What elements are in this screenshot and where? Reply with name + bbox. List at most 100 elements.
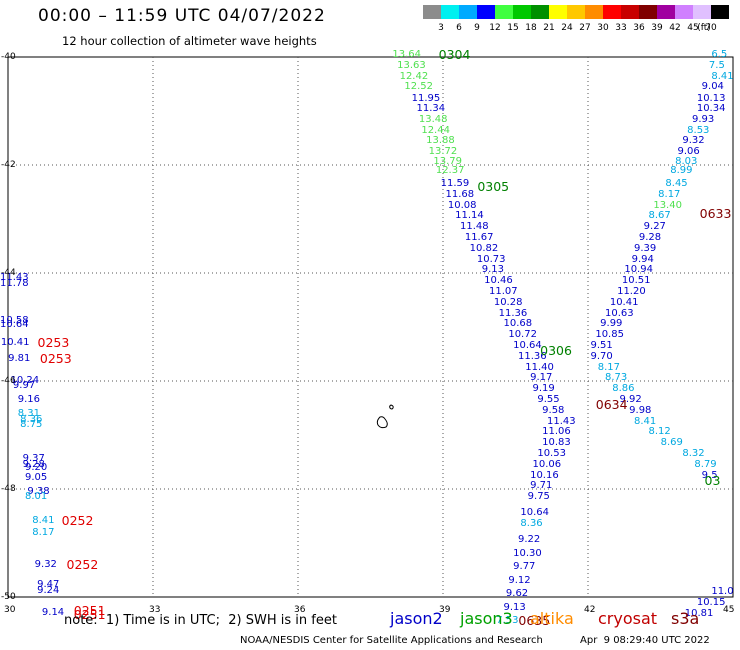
wave-height-label: 11.43 — [0, 272, 29, 284]
legend-label: 70 — [705, 23, 717, 33]
wave-height-label: 8.12 — [648, 426, 671, 438]
pass-time-label: 0304 — [438, 46, 471, 62]
wave-height-label: 9.94 — [631, 253, 654, 265]
wave-height-label: 6.5 — [711, 48, 728, 60]
credit-text: NOAA/NESDIS Center for Satellite Applica… — [240, 635, 543, 646]
wave-height-label: 10.34 — [696, 103, 726, 115]
wave-height-label: 8.03 — [675, 156, 698, 168]
generated-timestamp: Apr 9 08:29:40 UTC 2022 — [580, 635, 710, 646]
legend-swatch — [549, 5, 567, 19]
wave-height-label: 8.41 — [711, 70, 734, 82]
wave-height-label: 9.14 — [41, 607, 65, 619]
wave-height-label: 8.69 — [660, 437, 683, 449]
legend-label: 39 — [651, 23, 663, 33]
wave-height-label: 10.63 — [605, 307, 634, 319]
wave-height-label: 9.93 — [692, 114, 715, 126]
pass-time-label: 0306 — [540, 343, 572, 359]
wave-height-label: 13.40 — [653, 199, 682, 211]
wave-height-label: 10.24 — [10, 375, 40, 386]
legend-label: 42 — [669, 23, 681, 33]
wave-height-label: 13.79 — [433, 156, 463, 168]
wave-height-label: 10.08 — [447, 199, 477, 211]
pass-time-label: 0253 — [37, 335, 70, 351]
legend-label: 18 — [525, 23, 537, 33]
pass-time-label: 0633 — [699, 205, 732, 221]
wave-height-label: 9.20 — [25, 462, 48, 474]
wave-height-label: 8.67 — [648, 210, 671, 222]
wave-height-label: 13.64 — [392, 48, 421, 60]
lat-tick-label: -50 — [1, 592, 16, 602]
wave-height-label: 10.68 — [503, 318, 533, 330]
wave-height-label: 8.36 — [520, 518, 543, 530]
lon-tick-label: 42 — [584, 605, 596, 615]
legend-swatch — [657, 5, 675, 19]
lon-tick-label: 33 — [149, 605, 161, 615]
wave-height-label: 8.86 — [612, 383, 635, 395]
legend-label: 30 — [597, 23, 609, 33]
legend-swatch — [711, 5, 729, 19]
legend-swatch — [477, 5, 495, 19]
wave-height-label: 10.58 — [0, 314, 29, 326]
wave-height-label: 8.17 — [658, 188, 681, 200]
wave-height-label: 10.15 — [696, 597, 726, 609]
wave-height-label: 9.75 — [527, 491, 550, 503]
wave-height-label: 9.05 — [25, 472, 48, 484]
lon-tick-label: 39 — [439, 605, 451, 615]
wave-height-label: 11.68 — [445, 188, 475, 200]
wave-height-label: 9.28 — [22, 458, 45, 470]
wave-height-label: 8.53 — [687, 124, 710, 136]
satellite-altika: altika — [530, 609, 574, 628]
wave-height-label: 10.94 — [624, 264, 653, 276]
legend-swatch — [441, 5, 459, 19]
legend-swatch — [459, 5, 477, 19]
lat-tick-label: -46 — [1, 376, 16, 386]
wave-height-label: 11.78 — [0, 277, 29, 289]
wave-height-label: 10.85 — [595, 329, 624, 341]
wave-height-label: 8.31 — [17, 408, 41, 420]
wave-height-label: 9.32 — [682, 134, 705, 146]
wave-height-label: 9.27 — [643, 221, 666, 233]
wave-height-label: 13.72 — [428, 145, 458, 157]
pass-time-label: 0305 — [477, 178, 510, 194]
lat-tick-label: -42 — [1, 160, 16, 170]
wave-height-label: 9.28 — [638, 231, 662, 243]
wave-height-label: 11.36 — [518, 350, 547, 362]
legend-swatch — [603, 5, 621, 19]
wave-height-label: 11.36 — [498, 307, 528, 319]
wave-height-label: 9.5 — [701, 469, 718, 481]
wave-height-label: 8.36 — [20, 413, 43, 425]
legend-label: 33 — [615, 23, 627, 33]
legend-label: 36 — [633, 23, 645, 33]
wave-height-label: 9.70 — [590, 350, 613, 362]
satellite-jason2: jason2 — [390, 609, 443, 628]
legend-label: 3 — [438, 23, 444, 33]
wave-height-label: 11.14 — [455, 210, 484, 222]
lat-tick-label: -48 — [1, 484, 16, 494]
wave-height-label: 9.92 — [619, 393, 642, 405]
legend-swatch — [567, 5, 585, 19]
wave-height-label: 10.46 — [484, 275, 513, 287]
wave-height-label: 12.37 — [435, 165, 465, 177]
wave-height-label: 8.99 — [670, 165, 693, 177]
lon-tick-label: 30 — [4, 605, 16, 615]
wave-height-label: 9.77 — [513, 561, 536, 573]
legend-swatch — [675, 5, 693, 19]
wave-height-label: 10.81 — [684, 608, 714, 620]
legend-label: 45 — [687, 23, 699, 33]
legend-label: 15 — [507, 23, 519, 33]
legend-swatch — [585, 5, 603, 19]
wave-height-label: 12.52 — [404, 81, 434, 93]
wave-height-label: 11.43 — [547, 415, 576, 427]
legend-swatch — [639, 5, 657, 19]
wave-height-label: 10.06 — [532, 458, 562, 470]
wave-height-label: 8.01 — [25, 491, 48, 503]
legend-swatch — [531, 5, 549, 19]
legend-swatch — [693, 5, 711, 19]
wave-height-label: 8.17 — [32, 527, 55, 539]
wave-height-label: 9.17 — [530, 372, 553, 384]
wave-height-label: 12.44 — [421, 124, 450, 136]
wave-height-label: 11.40 — [525, 361, 554, 373]
wave-height-label: 9.98 — [629, 404, 652, 416]
wave-height-label: 9.38 — [27, 485, 50, 497]
lat-tick-label: -44 — [1, 268, 16, 278]
